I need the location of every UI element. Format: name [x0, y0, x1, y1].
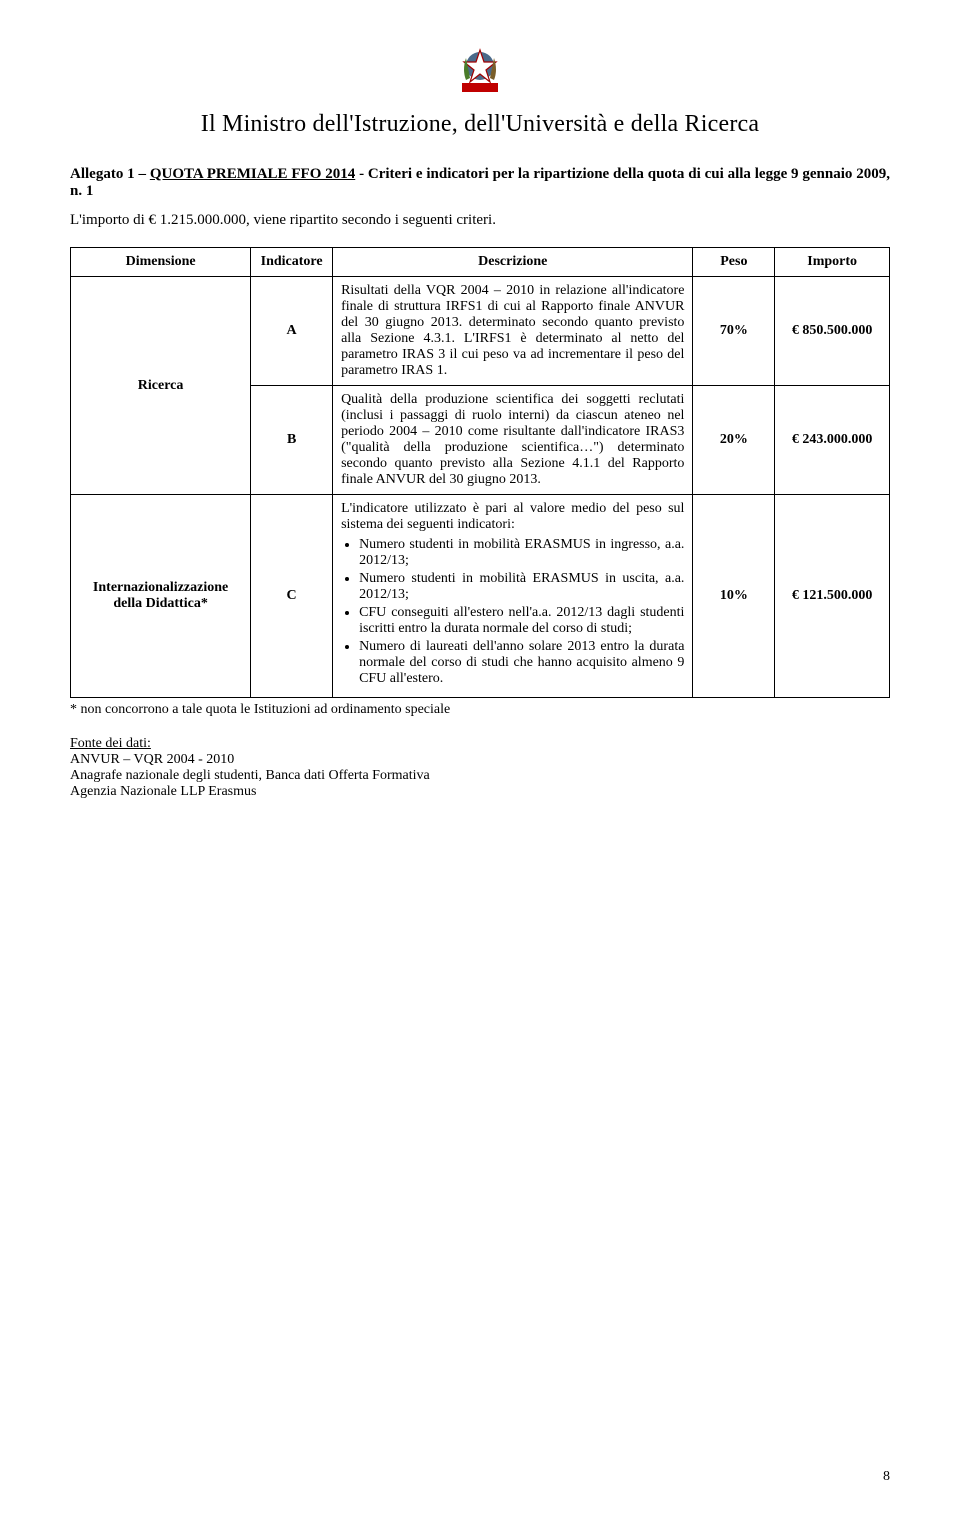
- allegato-underline: QUOTA PREMIALE FFO 2014: [150, 166, 355, 182]
- cell-importo: € 850.500.000: [775, 277, 890, 386]
- emblem-icon: [452, 40, 508, 107]
- th-dimensione: Dimensione: [71, 248, 251, 277]
- cell-indicatore: A: [251, 277, 333, 386]
- fonte-section: Fonte dei dati: ANVUR – VQR 2004 - 2010 …: [70, 736, 890, 800]
- document-page: Il Ministro dell'Istruzione, dell'Univer…: [0, 0, 960, 1515]
- th-indicatore: Indicatore: [251, 248, 333, 277]
- bullet-item: CFU conseguiti all'estero nell'a.a. 2012…: [359, 605, 684, 637]
- fonte-line: Anagrafe nazionale degli studenti, Banca…: [70, 768, 890, 784]
- ministry-title: Il Ministro dell'Istruzione, dell'Univer…: [70, 111, 890, 138]
- cell-peso: 20%: [693, 386, 775, 495]
- cell-descrizione: Qualità della produzione scientifica dei…: [333, 386, 693, 495]
- th-importo: Importo: [775, 248, 890, 277]
- desc-intro: L'indicatore utilizzato è pari al valore…: [341, 501, 684, 532]
- cell-importo: € 243.000.000: [775, 386, 890, 495]
- allegato-title: Allegato 1 – QUOTA PREMIALE FFO 2014 - C…: [70, 166, 890, 200]
- fonte-line: ANVUR – VQR 2004 - 2010: [70, 752, 890, 768]
- table-row: Ricerca A Risultati della VQR 2004 – 201…: [71, 277, 890, 386]
- bullet-item: Numero di laureati dell'anno solare 2013…: [359, 639, 684, 687]
- table-footnote: * non concorrono a tale quota le Istituz…: [70, 702, 890, 718]
- desc-bullets: Numero studenti in mobilità ERASMUS in i…: [359, 537, 684, 687]
- cell-dimensione: Internazionalizzazione della Didattica*: [71, 495, 251, 698]
- th-descrizione: Descrizione: [333, 248, 693, 277]
- cell-dimensione: Ricerca: [71, 277, 251, 495]
- table-row: Internazionalizzazione della Didattica* …: [71, 495, 890, 698]
- importo-line: L'importo di € 1.215.000.000, viene ripa…: [70, 212, 890, 229]
- cell-peso: 70%: [693, 277, 775, 386]
- cell-indicatore: C: [251, 495, 333, 698]
- allegato-prefix: Allegato 1 –: [70, 166, 150, 182]
- cell-peso: 10%: [693, 495, 775, 698]
- table-header-row: Dimensione Indicatore Descrizione Peso I…: [71, 248, 890, 277]
- page-number: 8: [883, 1469, 890, 1485]
- fonte-line: Agenzia Nazionale LLP Erasmus: [70, 784, 890, 800]
- bullet-item: Numero studenti in mobilità ERASMUS in u…: [359, 571, 684, 603]
- cell-indicatore: B: [251, 386, 333, 495]
- cell-descrizione: L'indicatore utilizzato è pari al valore…: [333, 495, 693, 698]
- fonte-title: Fonte dei dati:: [70, 736, 890, 752]
- bullet-item: Numero studenti in mobilità ERASMUS in i…: [359, 537, 684, 569]
- criteria-table: Dimensione Indicatore Descrizione Peso I…: [70, 247, 890, 698]
- cell-importo: € 121.500.000: [775, 495, 890, 698]
- cell-descrizione: Risultati della VQR 2004 – 2010 in relaz…: [333, 277, 693, 386]
- th-peso: Peso: [693, 248, 775, 277]
- page-header: Il Ministro dell'Istruzione, dell'Univer…: [70, 40, 890, 138]
